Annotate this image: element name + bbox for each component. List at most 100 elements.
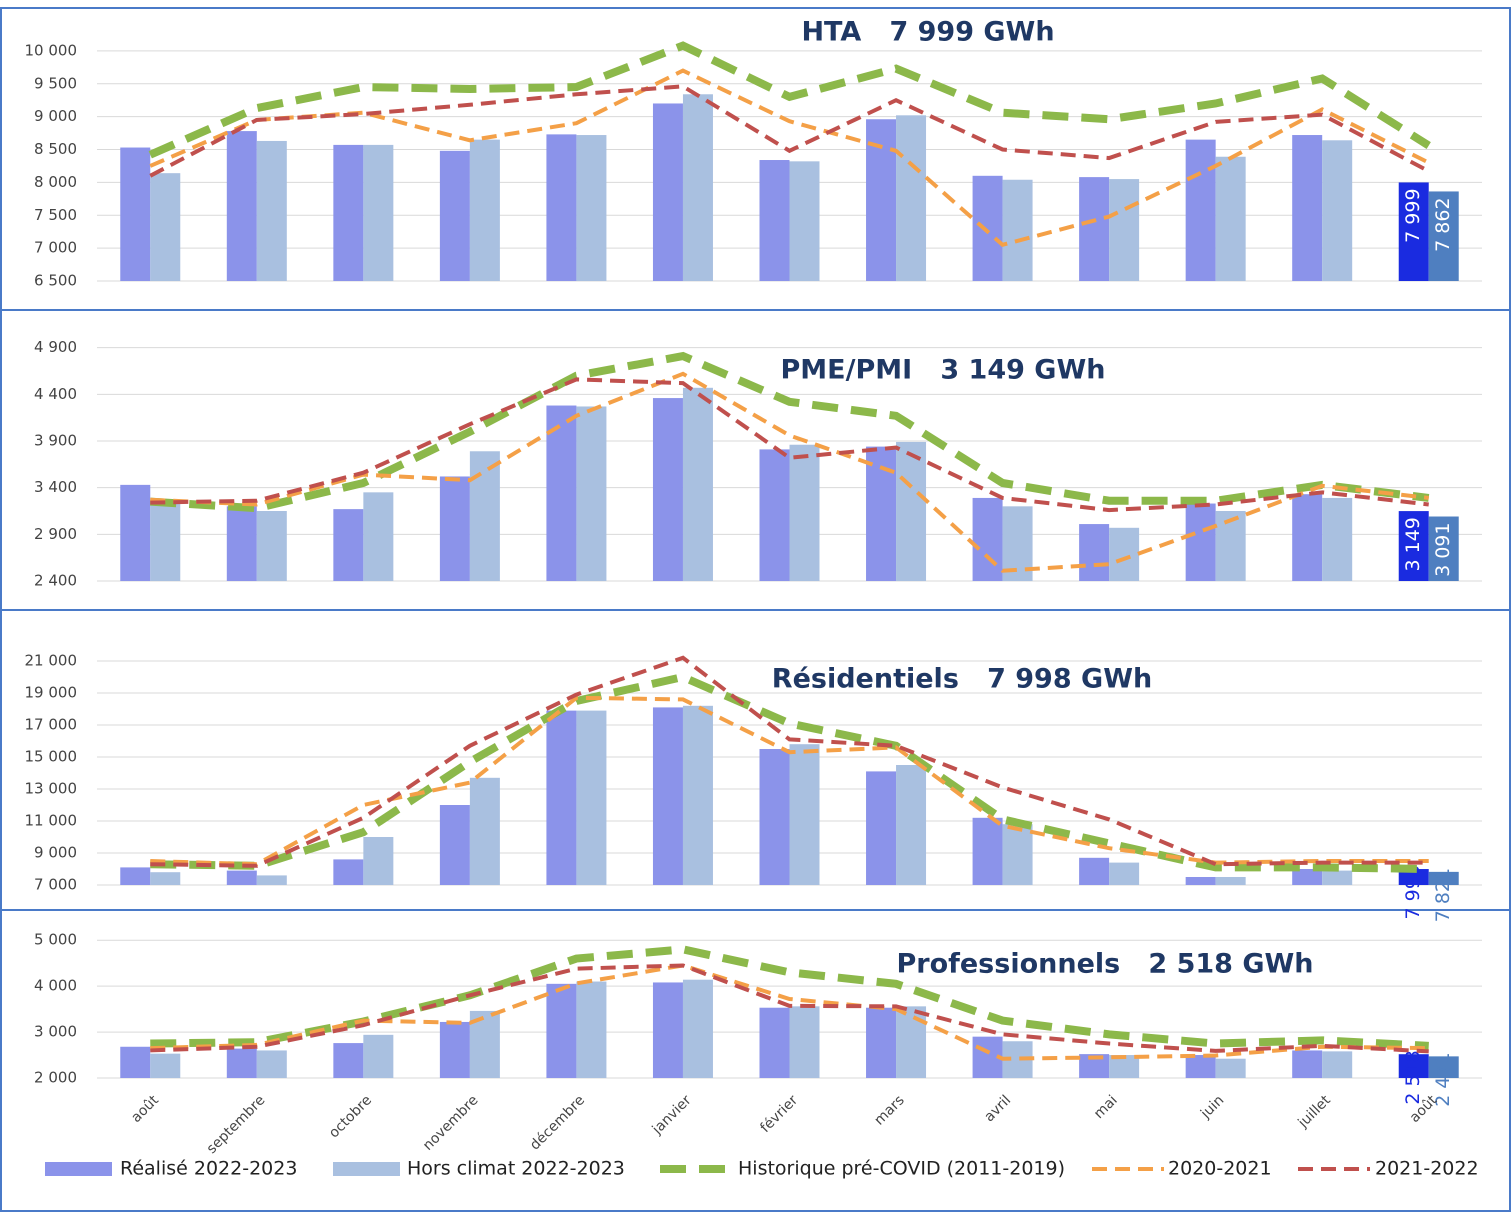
bar [1079, 177, 1110, 281]
y-tick-label: 10 000 [25, 41, 78, 59]
y-tick-label: 3 900 [34, 432, 77, 450]
bar [1428, 191, 1459, 281]
bar [226, 506, 257, 581]
value-label: 7 999 [1402, 188, 1424, 242]
y-tick-label: 7 500 [34, 206, 77, 224]
bar [1322, 497, 1353, 581]
bar [469, 451, 500, 581]
bar [333, 1043, 364, 1078]
y-tick-label: 9 500 [34, 74, 77, 92]
bar [439, 805, 470, 885]
x-tick-label: février [757, 1092, 801, 1136]
x-tick-label: janvier [649, 1092, 695, 1138]
bar [1398, 182, 1429, 281]
bar [759, 160, 790, 281]
x-tick-label: mars [871, 1092, 907, 1128]
bar [972, 817, 1003, 885]
bar [1185, 139, 1216, 281]
chart-title: HTA 7 999 GWh [801, 17, 1054, 48]
bar [759, 1007, 790, 1078]
x-tick-label: octobre [326, 1092, 375, 1141]
y-tick-label: 17 000 [25, 716, 78, 734]
line-series [149, 84, 1430, 178]
value-label: 2 471 [1432, 1052, 1454, 1106]
bar [576, 710, 607, 885]
bar [1109, 527, 1140, 581]
bar [120, 1046, 151, 1078]
y-tick-label: 9 000 [34, 844, 77, 862]
chart-title: PME/PMI 3 149 GWh [781, 355, 1106, 386]
bar [120, 484, 151, 581]
y-tick-label: 13 000 [25, 780, 78, 798]
x-tick-label: août [128, 1092, 162, 1126]
panel [0, 909, 1511, 1212]
bar [1109, 179, 1140, 281]
value-label: 3 149 [1402, 517, 1424, 571]
bar [226, 131, 257, 281]
bar [866, 771, 897, 885]
bar [469, 777, 500, 885]
bar [652, 707, 683, 885]
bar [652, 103, 683, 281]
bar [1292, 1050, 1323, 1078]
y-tick-label: 21 000 [25, 652, 78, 670]
bar [789, 161, 820, 281]
bar [1292, 135, 1323, 281]
legend-swatch [333, 1162, 400, 1176]
bar [363, 144, 394, 281]
bar [363, 492, 394, 581]
bar [1215, 156, 1246, 281]
bar [1109, 862, 1140, 885]
bar [1322, 140, 1353, 281]
bar [226, 870, 257, 885]
y-tick-label: 4 400 [34, 385, 77, 403]
legend-label: Historique pré-COVID (2011-2019) [738, 1158, 1065, 1180]
bar [120, 867, 151, 885]
y-tick-label: 2 400 [34, 572, 77, 590]
bar [652, 398, 683, 581]
bar [896, 441, 927, 581]
bar [256, 875, 287, 885]
bar [363, 837, 394, 885]
bar [333, 509, 364, 581]
bar [120, 147, 151, 281]
line-series [150, 655, 1429, 868]
bar [576, 981, 607, 1078]
value-label: 7 998 [1402, 865, 1424, 919]
x-tick-label: avril [981, 1092, 1014, 1125]
bar [1398, 511, 1429, 581]
bar [682, 705, 713, 885]
bar [1428, 516, 1459, 581]
bar [439, 476, 470, 581]
bar [972, 497, 1003, 581]
bar [256, 511, 287, 581]
line-series [149, 68, 1430, 248]
bar [759, 449, 790, 581]
bar [150, 173, 181, 281]
bar [1322, 870, 1353, 885]
line-series [150, 963, 1429, 1054]
bar [546, 134, 577, 281]
bar [546, 983, 577, 1078]
bar [333, 859, 364, 885]
value-label: 3 091 [1432, 523, 1454, 577]
bar [256, 1050, 287, 1078]
bar [546, 710, 577, 885]
x-tick-label: novembre [420, 1092, 481, 1153]
x-tick-label: juillet [1295, 1092, 1335, 1132]
bar [1292, 869, 1323, 885]
chart-title: Professionnels 2 518 GWh [896, 949, 1313, 980]
y-tick-label: 15 000 [25, 748, 78, 766]
bar [1079, 1054, 1110, 1078]
y-tick-label: 3 000 [34, 1023, 77, 1041]
y-tick-label: 3 400 [34, 478, 77, 496]
x-tick-label: septembre [204, 1092, 269, 1157]
bar [896, 765, 927, 885]
legend-label: 2020-2021 [1168, 1158, 1272, 1180]
bar [1322, 1051, 1353, 1078]
bar [469, 139, 500, 281]
bar [576, 135, 607, 281]
bar [682, 979, 713, 1078]
y-tick-label: 9 000 [34, 107, 77, 125]
